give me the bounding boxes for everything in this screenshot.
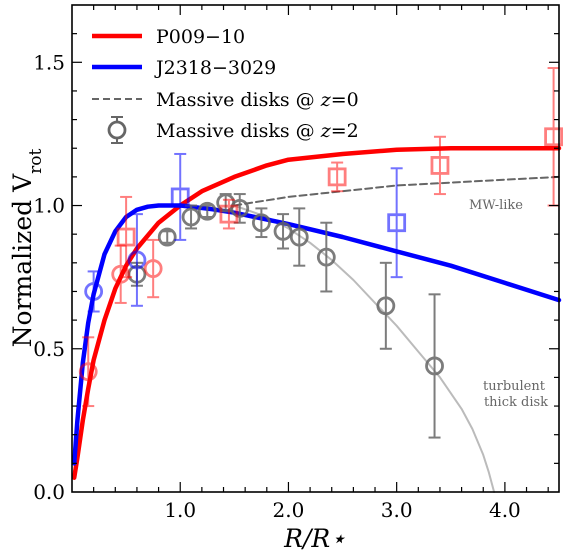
legend-label-z0: Massive disks @ z=0 <box>156 89 359 111</box>
point-blue-circle-0-marker <box>84 282 104 301</box>
y-tick-label-2: 1.0 <box>33 194 65 218</box>
plot-frame <box>71 4 560 493</box>
point-red-square-0-marker <box>116 227 136 247</box>
point-blue-circle-0 <box>84 270 104 313</box>
point-red-circle-1-marker <box>111 264 131 284</box>
point-gray-circle-1 <box>157 227 177 247</box>
data-points <box>78 67 563 439</box>
legend-label-z2: Massive disks @ z=2 <box>156 120 359 142</box>
y-tick-label-1: 0.5 <box>33 337 65 361</box>
point-red-square-3-marker <box>430 156 450 175</box>
y-axis-label: Normalized Vrot <box>8 149 46 348</box>
point-gray-circle-7-marker <box>273 221 293 241</box>
point-blue-square-0 <box>170 152 190 241</box>
point-blue-square-1-marker <box>387 213 407 233</box>
x-tick-label-3: 4.0 <box>489 498 521 522</box>
legend-label-j2318: J2318−3029 <box>154 57 276 79</box>
legend-swatch-z2-marker <box>107 120 127 140</box>
point-gray-circle-11 <box>425 293 444 439</box>
point-gray-circle-10 <box>376 261 396 350</box>
series-line-turbulent-thick-disk <box>233 204 496 493</box>
y-tick-label-0: 0.0 <box>33 480 65 504</box>
point-gray-circle-5-marker <box>230 198 250 218</box>
x-axis-label: R/R⋆ <box>283 524 346 553</box>
point-blue-circle-1-marker <box>127 250 147 270</box>
x-tick-label-1: 2.0 <box>273 498 305 522</box>
point-gray-circle-8 <box>289 207 309 267</box>
axis-ticks: 1.0 2.0 3.0 4.0 0.0 0.5 1.0 1.5 <box>33 5 559 522</box>
point-gray-circle-5 <box>230 193 250 224</box>
point-red-square-1-marker <box>219 204 239 224</box>
annotation-mw-like: MW-like <box>469 198 523 213</box>
legend: P009−10 J2318−3029 Massive disks @ z=0 M… <box>92 26 359 144</box>
series-line-massive-disks-z0 <box>233 175 560 207</box>
point-red-circle-0-marker <box>78 362 98 382</box>
point-gray-circle-9-marker <box>316 247 336 267</box>
series-line-j2318 <box>71 203 562 466</box>
point-red-square-0 <box>116 195 136 279</box>
point-red-square-1 <box>219 198 239 230</box>
point-red-square-2 <box>327 161 347 193</box>
point-gray-circle-8-marker <box>289 227 309 247</box>
x-tick-label-2: 3.0 <box>381 498 413 522</box>
point-red-square-2-marker <box>327 167 347 187</box>
point-gray-circle-11-marker <box>425 356 444 376</box>
point-gray-circle-6-marker <box>251 213 271 233</box>
point-blue-square-1 <box>387 167 407 279</box>
point-gray-circle-1-marker <box>157 227 177 247</box>
point-red-circle-2-marker <box>143 259 163 278</box>
point-red-square-3 <box>430 135 450 196</box>
point-red-circle-2 <box>143 238 163 299</box>
point-red-square-4-marker <box>544 127 563 147</box>
annotation-thick-disk: thick disk <box>484 395 548 410</box>
point-gray-circle-3-marker <box>197 201 217 221</box>
y-tick-label-3: 1.5 <box>33 50 65 74</box>
legend-label-p009: P009−10 <box>156 26 245 48</box>
point-blue-square-0-marker <box>170 187 190 207</box>
point-gray-circle-6 <box>251 207 271 239</box>
point-blue-circle-1 <box>127 213 147 307</box>
annotation-turbulent: turbulent <box>483 379 546 394</box>
x-tick-label-0: 1.0 <box>164 498 196 522</box>
point-gray-circle-10-marker <box>376 296 396 316</box>
point-gray-circle-9 <box>316 221 336 293</box>
point-gray-circle-2-marker <box>181 207 201 227</box>
point-gray-circle-7 <box>273 213 293 250</box>
point-gray-circle-3 <box>197 201 217 221</box>
point-red-circle-0 <box>78 336 98 408</box>
